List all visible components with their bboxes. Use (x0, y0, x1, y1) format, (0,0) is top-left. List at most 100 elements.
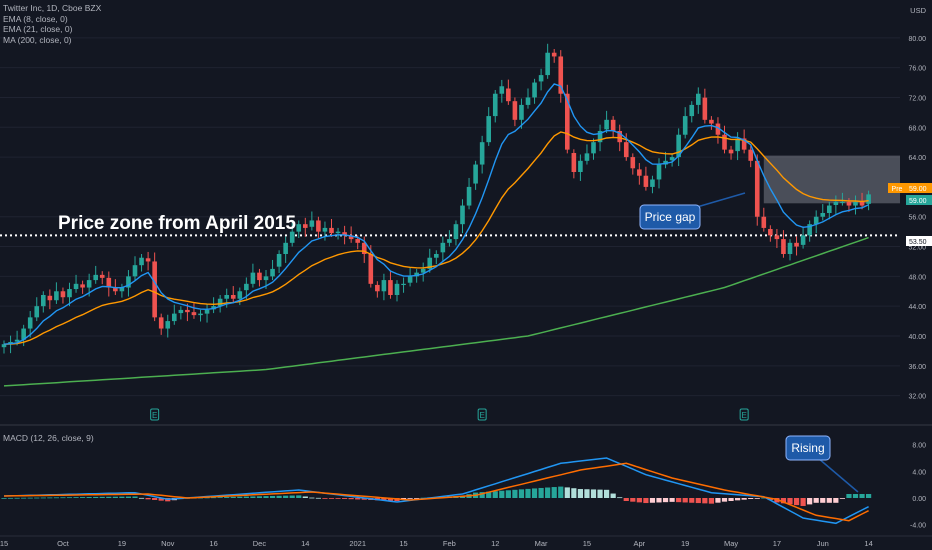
candle-body (866, 194, 871, 204)
ma200-line (3, 236, 869, 387)
candle-body (348, 235, 354, 240)
rising-callout: Rising (785, 435, 831, 461)
candle-body (715, 123, 721, 135)
time-tick-label: Nov (161, 539, 175, 548)
macd-histogram-bar (597, 489, 603, 498)
candle-body (80, 284, 85, 288)
macd-histogram-bar (538, 487, 544, 498)
candle-body (565, 93, 570, 150)
candle-body (303, 224, 308, 228)
time-tick-label: Oct (57, 539, 70, 548)
candle-body (597, 131, 603, 143)
candle-body (113, 288, 118, 292)
candle-body (728, 149, 734, 154)
candle-body (244, 283, 249, 291)
macd-histogram-bar (767, 498, 773, 501)
earnings-marker (477, 408, 487, 421)
macd-histogram-bar (852, 494, 859, 498)
candle-body (73, 283, 79, 290)
level-badge: 53.50 (906, 236, 932, 246)
macd-histogram-bar (27, 497, 33, 499)
candle-body (833, 201, 839, 205)
price-tick-label: 32.00 (908, 394, 926, 401)
time-tick-label: Dec (253, 539, 267, 548)
macd-histogram-bar (237, 496, 243, 498)
macd-histogram-bar (518, 489, 525, 498)
candle-body (637, 169, 642, 176)
macd-histogram-bar (1, 498, 7, 499)
rising-arrow (817, 457, 859, 493)
macd-histogram-bar (525, 488, 531, 498)
candle-body (34, 306, 40, 318)
candle-body (774, 235, 780, 240)
time-tick-label: 19 (681, 539, 689, 548)
ema21-legend[interactable]: EMA (21, close, 0) (3, 24, 73, 34)
candle-body (388, 280, 393, 295)
price-gap-callout: Price gap (639, 204, 701, 230)
candle-body (479, 142, 485, 165)
macd-histogram-bar (551, 487, 557, 498)
last-price-value: 59.00 (909, 198, 927, 205)
macd-histogram-bar (735, 498, 741, 501)
macd-legend[interactable]: MACD (12, 26, close, 9) (3, 433, 94, 443)
candle-body (139, 257, 144, 266)
candle-body (420, 268, 426, 273)
candle-body (440, 242, 446, 253)
macd-histogram-bar (793, 498, 800, 506)
macd-histogram-bar (125, 496, 132, 498)
macd-histogram-bar (833, 498, 839, 503)
macd-histogram-bar (106, 496, 112, 498)
candle-body (466, 186, 472, 206)
pre-label: Pre (892, 186, 903, 193)
macd-histogram-bar (73, 497, 79, 498)
symbol-title[interactable]: Twitter Inc, 1D, Cboe BZX (3, 3, 102, 13)
ema21-line (3, 131, 869, 345)
candle-body (309, 220, 315, 227)
candle-body (800, 235, 806, 245)
candle-body (558, 56, 564, 94)
macd-histogram-bar (715, 498, 721, 503)
candle-body (342, 232, 347, 236)
level-value: 53.50 (909, 239, 927, 246)
candle-body (401, 283, 406, 286)
macd-histogram-bar (676, 498, 682, 503)
macd-histogram-bar (590, 489, 597, 498)
candle-body (257, 272, 262, 281)
candle-body (696, 93, 701, 105)
candle-body (525, 97, 531, 105)
time-tick-label: 12 (491, 539, 499, 548)
time-tick-label: 15 (0, 539, 8, 548)
ma200-legend[interactable]: MA (200, close, 0) (3, 34, 72, 45)
candle-body (650, 179, 655, 187)
candle-body (54, 291, 59, 301)
candle-body (355, 239, 360, 243)
candle-body (132, 265, 138, 277)
earnings-marker-label: E (479, 411, 484, 420)
candle-body (316, 220, 321, 232)
macd-histogram-bar (158, 498, 164, 501)
price-tick-label: 48.00 (908, 274, 926, 281)
time-tick-label: May (724, 539, 738, 548)
candle-body (41, 295, 46, 307)
time-tick-label: 2021 (349, 539, 366, 548)
candle-body (152, 261, 157, 318)
macd-histogram-bar (250, 496, 256, 498)
macd-histogram-bar (564, 487, 570, 498)
macd-histogram-bar (479, 492, 485, 498)
macd-histogram-bar (682, 498, 688, 503)
ema8-legend[interactable]: EMA (8, close, 0) (3, 13, 68, 24)
candle-body (689, 104, 695, 117)
macd-histogram-bar (40, 497, 46, 499)
candle-body (335, 231, 341, 234)
candle-body (722, 134, 727, 150)
candle-body (447, 239, 452, 243)
macd-histogram-bar (708, 498, 714, 504)
macd-histogram-bar (99, 496, 105, 498)
signal-line (3, 462, 869, 522)
candle-body (538, 75, 544, 82)
macd-histogram-bar (112, 496, 118, 498)
candle-body (545, 52, 550, 76)
candle-body (643, 175, 649, 187)
earnings-marker-label: E (741, 411, 746, 420)
